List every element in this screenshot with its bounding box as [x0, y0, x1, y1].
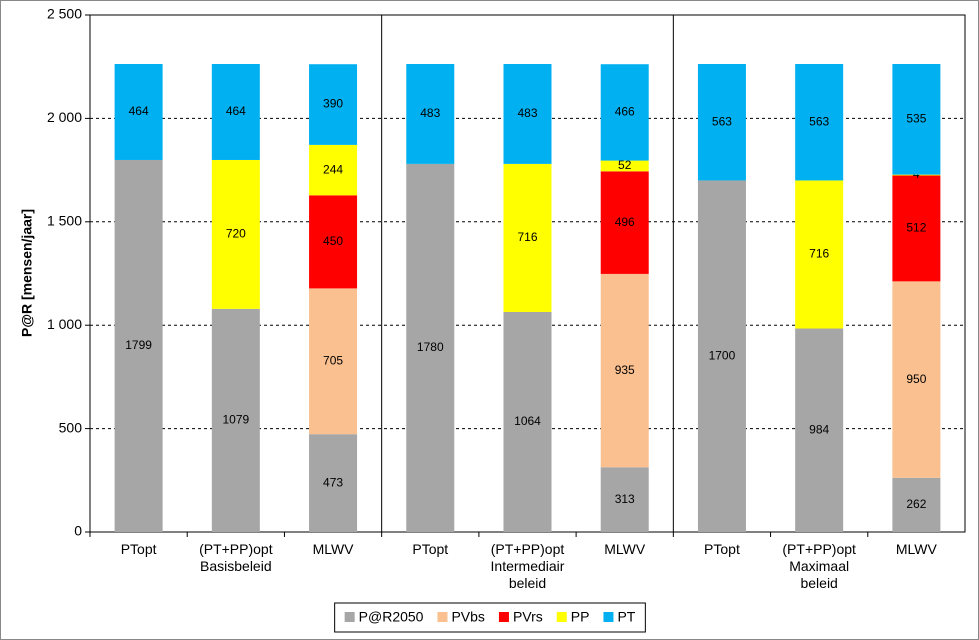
bar-segment	[503, 64, 552, 164]
bar-segment	[114, 64, 163, 160]
data-label: 483	[517, 106, 537, 120]
bar-segment	[795, 64, 844, 181]
bar-segment	[600, 273, 649, 468]
data-label: 244	[323, 162, 343, 176]
bar-segment	[211, 308, 260, 532]
data-label: 535	[906, 112, 926, 126]
bar-segment	[503, 163, 552, 312]
bar-segment	[211, 159, 260, 309]
x-tick-label: PTopt	[412, 541, 448, 557]
x-tick-label: MLWV	[896, 541, 938, 557]
x-tick-label: MLWV	[313, 541, 355, 557]
data-label: 1064	[514, 414, 541, 428]
bar-segment	[892, 174, 941, 176]
x-tick-label: (PT+PP)opt Basisbeleid	[199, 541, 273, 574]
legend-label: P@R2050	[359, 609, 424, 625]
data-label: 473	[323, 475, 343, 489]
data-label: 390	[323, 97, 343, 111]
data-label: 464	[226, 104, 246, 118]
bar-segment	[406, 64, 455, 164]
data-label: 313	[615, 492, 635, 506]
x-tick-label: (PT+PP)opt Maximaal beleid	[782, 541, 856, 591]
bar-segment	[600, 160, 649, 172]
legend-swatch	[344, 612, 355, 622]
data-label: 716	[517, 230, 537, 244]
bar-segment	[309, 144, 358, 196]
data-label: 935	[615, 363, 635, 377]
bar-segment	[892, 175, 941, 282]
x-tick-label: PTopt	[121, 541, 157, 557]
bar-segment	[309, 288, 358, 435]
legend-label: PT	[617, 609, 635, 625]
legend-swatch	[603, 612, 614, 622]
data-label: 705	[323, 353, 343, 367]
bar-segment	[892, 477, 941, 532]
bar-segment	[211, 64, 260, 160]
data-label: 1799	[125, 338, 152, 352]
legend-label: PVrs	[513, 609, 543, 625]
data-label: 563	[712, 114, 732, 128]
bar-segment	[795, 328, 844, 532]
bar-segment	[406, 163, 455, 532]
data-label: 52	[618, 158, 632, 172]
data-label: 512	[906, 221, 926, 235]
data-label: 720	[226, 227, 246, 241]
legend-swatch	[556, 612, 567, 622]
legend-label: PVbs	[451, 609, 484, 625]
y-tick-label: 0	[74, 523, 82, 539]
legend-swatch	[437, 612, 448, 622]
x-tick-label: (PT+PP)opt Intermediair beleid	[491, 541, 565, 591]
data-label: 950	[906, 372, 926, 386]
data-label: 450	[323, 234, 343, 248]
y-tick-label: 2 500	[47, 6, 82, 22]
y-tick-label: 500	[59, 419, 83, 435]
y-tick-label: 1 500	[47, 213, 82, 229]
bar-segment	[309, 434, 358, 532]
y-axis-label: P@R [mensen/jaar]	[19, 209, 35, 337]
bar-segment	[309, 64, 358, 145]
data-label: 1700	[709, 348, 736, 362]
y-tick-label: 1 000	[47, 316, 82, 332]
bar-segment	[892, 64, 941, 175]
data-label: 483	[420, 106, 440, 120]
legend-swatch	[498, 612, 509, 622]
data-label: 1780	[417, 340, 444, 354]
bar-segment	[697, 180, 746, 532]
legend-box	[334, 602, 646, 633]
bar-segment	[892, 281, 941, 478]
bar-segment	[697, 64, 746, 181]
bar-segment	[600, 467, 649, 532]
bar-segment	[503, 311, 552, 532]
data-label: 262	[906, 497, 926, 511]
x-tick-label: MLWV	[604, 541, 646, 557]
data-label: 984	[809, 422, 829, 436]
bar-segment	[600, 64, 649, 161]
data-label: 716	[809, 247, 829, 261]
bar-segment	[309, 195, 358, 289]
data-label: 464	[129, 104, 149, 118]
legend-label: PP	[571, 609, 590, 625]
bar-segment	[114, 159, 163, 532]
y-tick-label: 2 000	[47, 109, 82, 125]
bar-segment	[600, 171, 649, 274]
data-label: 563	[809, 114, 829, 128]
data-label: 466	[615, 105, 635, 119]
data-label: 496	[615, 215, 635, 229]
bar-segment	[795, 180, 844, 329]
x-tick-label: PTopt	[704, 541, 740, 557]
data-label: 1079	[222, 413, 249, 427]
